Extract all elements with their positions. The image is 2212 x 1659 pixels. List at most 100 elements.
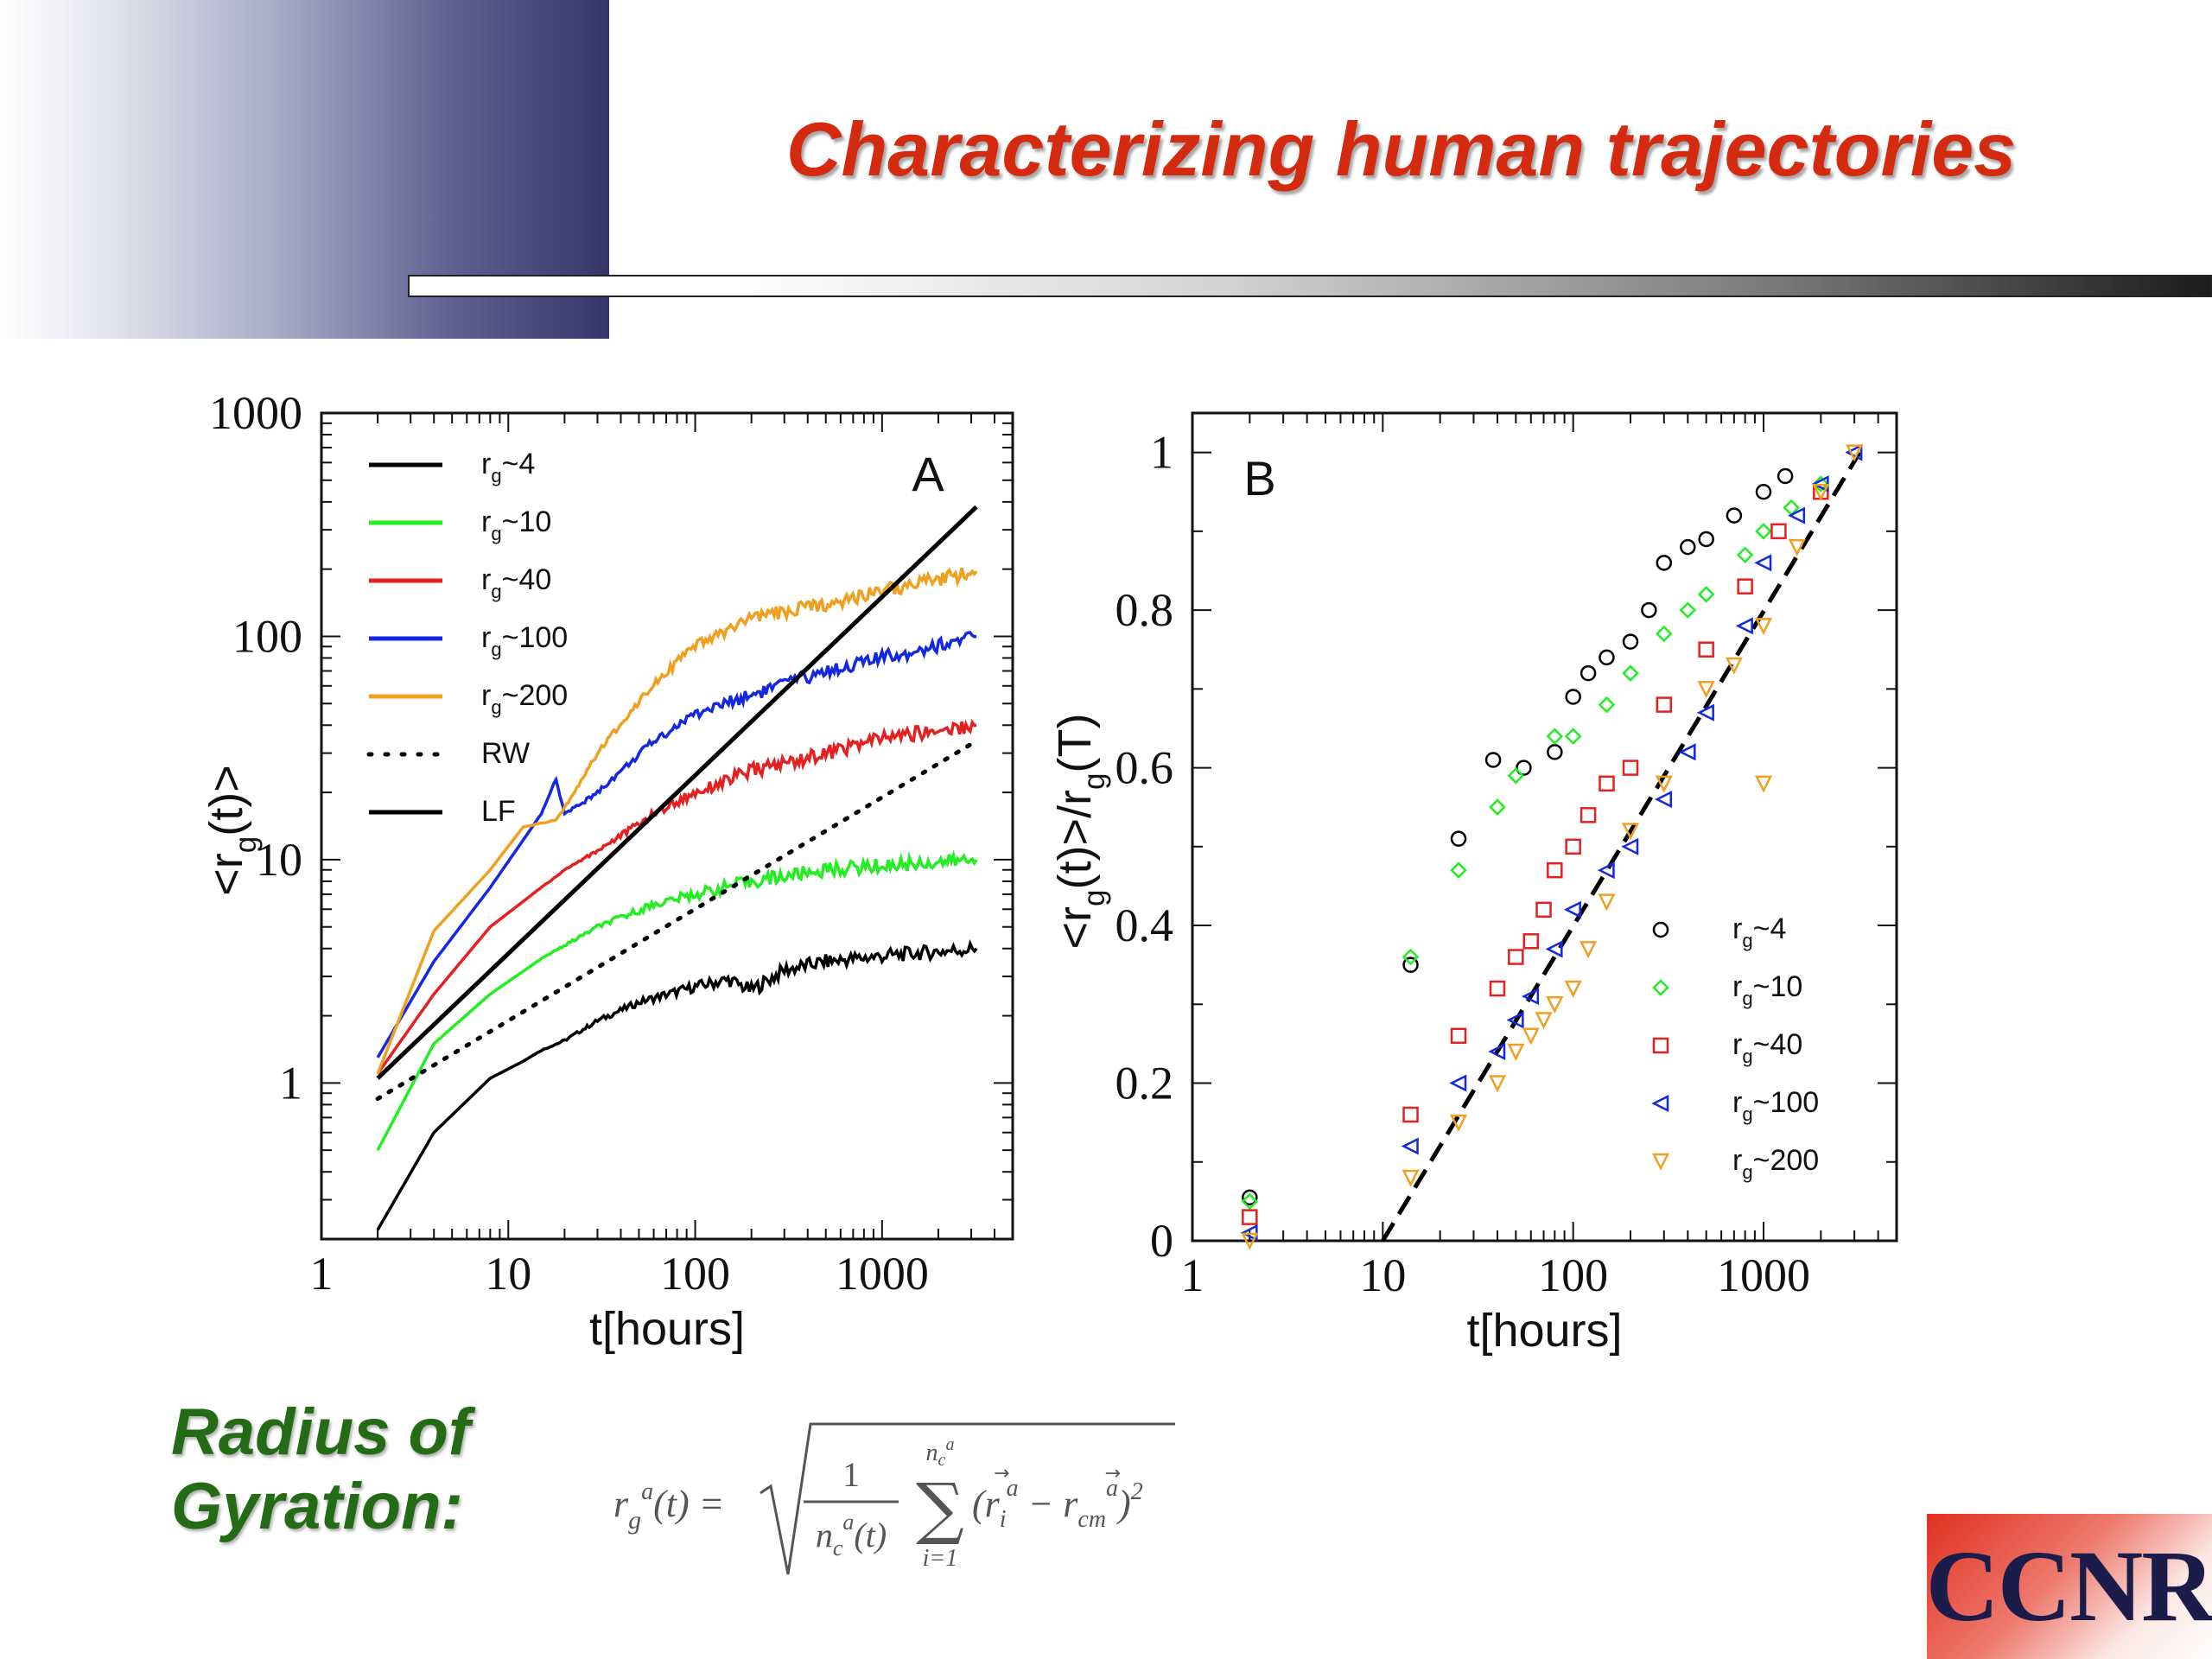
point-r-g-100 bbox=[1654, 791, 1673, 809]
point-r-g-4 bbox=[1599, 649, 1615, 666]
point-r-g-4 bbox=[1622, 633, 1639, 650]
legend-label: rg~200 bbox=[481, 679, 568, 718]
point-r-g-200 bbox=[1725, 657, 1743, 675]
charts-canvas: 1 10 100 10001101001000t[hours]<rg(t)>Arg~4… bbox=[200, 387, 1898, 1357]
formula-sum-lower: i=1 bbox=[923, 1545, 958, 1572]
point-r-g-100 bbox=[1488, 1043, 1506, 1061]
point-r-g-100 bbox=[1696, 703, 1714, 721]
point-r-g-200 bbox=[1655, 775, 1673, 793]
legend-label: rg~4 bbox=[1732, 912, 1786, 951]
point-r-g-200 bbox=[1546, 996, 1564, 1014]
point-r-g-100 bbox=[1845, 443, 1863, 461]
x-axis-label: t[hours] bbox=[1466, 1305, 1622, 1357]
y-tick-label: 0.2 bbox=[1116, 1058, 1174, 1109]
formula-sqrt-sign bbox=[760, 1422, 1175, 1575]
point-r-g-10 bbox=[1546, 728, 1564, 745]
point-r-g-40 bbox=[1599, 775, 1615, 792]
point-r-g-200 bbox=[1788, 538, 1806, 556]
point-r-g-200 bbox=[1449, 1114, 1468, 1132]
point-r-g-100 bbox=[1678, 743, 1696, 761]
point-r-g-4 bbox=[1755, 483, 1772, 500]
point-r-g-100 bbox=[1735, 617, 1753, 635]
point-r-g-10 bbox=[1656, 625, 1673, 643]
point-r-g-200 bbox=[1754, 775, 1773, 793]
chart-a: 1 10 100 1000 1 10 100 1000 t[hours] <rg(t)> Arg~4… bbox=[200, 387, 1014, 1355]
x-tick-label: 10 bbox=[1359, 1249, 1406, 1301]
y-tick-label: 1 bbox=[279, 1057, 302, 1109]
point-r-g-200 bbox=[1522, 1027, 1540, 1046]
formula-sum-sign: ∑ bbox=[916, 1470, 964, 1548]
gyration-label: Radius of Gyration: bbox=[171, 1395, 470, 1544]
y-tick-label: 0.8 bbox=[1116, 584, 1174, 636]
point-r-g-200 bbox=[1488, 1075, 1507, 1093]
point-r-g-200 bbox=[1812, 483, 1830, 502]
point-r-g-40 bbox=[1522, 933, 1540, 950]
point-r-g-4 bbox=[1580, 664, 1597, 682]
point-r-g-4 bbox=[1698, 531, 1714, 548]
formula-lhs: rga(t) = bbox=[613, 1478, 724, 1535]
point-r-g-200 bbox=[1564, 980, 1582, 998]
series-line-r-g-200 bbox=[376, 567, 978, 1075]
point-r-g-40 bbox=[1622, 760, 1639, 776]
point-r-g-4 bbox=[1656, 555, 1673, 571]
y-tick-label: 10 bbox=[256, 834, 302, 886]
point-r-g-10 bbox=[1241, 1192, 1259, 1211]
header-rule bbox=[408, 275, 2212, 297]
point-r-g-40 bbox=[1402, 1106, 1419, 1123]
point-r-g-10 bbox=[1697, 586, 1715, 603]
y-tick-label: 100 bbox=[232, 610, 302, 662]
y-tick-label: 1000 bbox=[209, 387, 302, 439]
formula-denominator: nca(t) bbox=[816, 1510, 887, 1560]
y-tick-label: 0.4 bbox=[1116, 899, 1174, 951]
point-r-g-10 bbox=[1450, 861, 1467, 879]
x-axis-label: t[hours] bbox=[589, 1303, 745, 1355]
point-r-g-4 bbox=[1484, 752, 1502, 768]
legend-marker bbox=[1651, 1153, 1670, 1171]
series-line-rw bbox=[375, 739, 979, 1102]
x-tick-label: 100 bbox=[660, 1248, 730, 1300]
point-r-g-10 bbox=[1489, 798, 1506, 816]
point-r-g-4 bbox=[1450, 830, 1467, 847]
point-r-g-40 bbox=[1698, 641, 1714, 658]
point-r-g-4 bbox=[1726, 507, 1743, 524]
x-tick-label: 1 bbox=[310, 1248, 334, 1300]
series-line-r-g-10 bbox=[376, 849, 978, 1152]
point-r-g-100 bbox=[1787, 506, 1806, 524]
point-r-g-4 bbox=[1680, 538, 1696, 556]
point-r-g-200 bbox=[1580, 941, 1598, 959]
point-r-g-4 bbox=[1565, 689, 1581, 705]
point-r-g-40 bbox=[1656, 696, 1673, 713]
y-tick-label: 0.6 bbox=[1116, 742, 1174, 794]
point-r-g-40 bbox=[1580, 807, 1597, 823]
legend-marker bbox=[1652, 921, 1669, 938]
y-axis-label: <rg(t)>/rg(T) bbox=[1049, 713, 1111, 949]
point-r-g-100 bbox=[1597, 861, 1615, 880]
gyration-label-line-1: Radius of bbox=[171, 1395, 471, 1469]
y-axis-label: <rg(t)> bbox=[200, 765, 263, 896]
series-line-r-g-100 bbox=[376, 631, 977, 1058]
formula-sum-upper: nca bbox=[926, 1435, 955, 1470]
point-r-g-200 bbox=[1402, 1169, 1420, 1187]
point-r-g-100 bbox=[1545, 940, 1563, 958]
point-r-g-40 bbox=[1770, 523, 1787, 540]
point-r-g-10 bbox=[1564, 728, 1582, 745]
panel-label: B bbox=[1243, 451, 1275, 505]
panel-label: A bbox=[912, 447, 944, 501]
point-r-g-10 bbox=[1679, 601, 1697, 619]
ccnr-logo: CCNR bbox=[1926, 1514, 2212, 1659]
point-r-g-40 bbox=[1737, 578, 1753, 594]
x-tick-label: 10 bbox=[485, 1248, 531, 1300]
point-r-g-40 bbox=[1508, 949, 1524, 965]
point-r-g-200 bbox=[1621, 823, 1640, 841]
point-r-g-40 bbox=[1565, 838, 1581, 855]
point-r-g-100 bbox=[1401, 1137, 1419, 1155]
point-r-g-200 bbox=[1846, 444, 1864, 462]
legend-label: RW bbox=[481, 737, 530, 770]
point-r-g-10 bbox=[1736, 546, 1754, 563]
legend-label: rg~40 bbox=[481, 563, 551, 602]
legend-marker bbox=[1652, 1037, 1669, 1054]
formula-vector-arrows: → → bbox=[994, 1463, 1121, 1484]
point-r-g-40 bbox=[1242, 1209, 1258, 1225]
x-tick-label: 1 bbox=[1181, 1249, 1205, 1301]
point-r-g-40 bbox=[1450, 1027, 1467, 1045]
